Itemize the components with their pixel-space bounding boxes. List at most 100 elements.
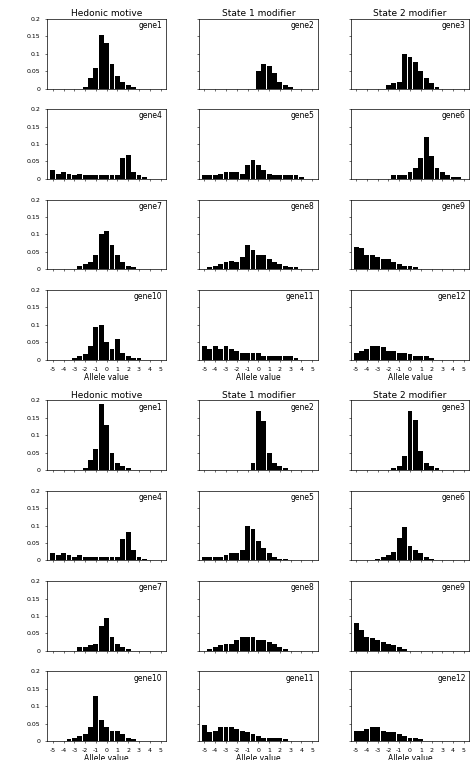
Bar <box>365 637 369 651</box>
Bar <box>283 356 288 359</box>
Bar <box>104 425 109 470</box>
Bar <box>261 64 266 88</box>
Bar <box>99 35 104 88</box>
Bar <box>77 173 82 179</box>
Bar <box>283 176 288 179</box>
Bar <box>93 557 98 560</box>
Bar <box>120 262 125 269</box>
Bar <box>109 730 114 741</box>
Bar <box>126 468 131 470</box>
Bar <box>429 467 434 470</box>
Bar <box>419 71 423 88</box>
Bar <box>99 720 104 741</box>
Bar <box>77 356 82 359</box>
Text: gene3: gene3 <box>442 21 465 30</box>
Bar <box>261 737 266 741</box>
Bar <box>456 177 461 179</box>
Bar <box>229 553 234 560</box>
Bar <box>261 356 266 359</box>
Bar <box>240 257 245 269</box>
Bar <box>224 727 228 741</box>
Bar <box>93 176 98 179</box>
Bar <box>392 262 396 269</box>
Bar <box>50 170 55 179</box>
Bar <box>354 247 358 269</box>
Bar <box>408 266 412 269</box>
Bar <box>397 81 401 88</box>
Bar <box>245 353 250 359</box>
Bar <box>408 57 412 88</box>
Bar <box>256 255 261 269</box>
Bar <box>234 729 239 741</box>
Bar <box>131 87 136 88</box>
Bar <box>256 541 261 560</box>
Bar <box>202 176 207 179</box>
Bar <box>392 176 396 179</box>
Bar <box>137 557 141 560</box>
Bar <box>82 557 88 560</box>
Bar <box>66 555 72 560</box>
Bar <box>429 84 434 88</box>
Text: gene5: gene5 <box>290 493 314 502</box>
Bar <box>277 264 283 269</box>
Bar <box>397 538 401 560</box>
Bar <box>240 353 245 359</box>
Bar <box>402 456 407 470</box>
Bar <box>88 460 93 470</box>
Text: gene1: gene1 <box>138 21 162 30</box>
Bar <box>267 553 272 560</box>
Bar <box>137 176 141 179</box>
Text: gene12: gene12 <box>437 673 465 682</box>
Bar <box>451 177 456 179</box>
Bar <box>120 158 125 179</box>
Bar <box>213 648 218 651</box>
Text: gene11: gene11 <box>285 673 314 682</box>
Bar <box>267 259 272 269</box>
Bar <box>256 353 261 359</box>
Bar <box>234 262 239 269</box>
Bar <box>413 737 418 741</box>
Bar <box>82 468 88 470</box>
Bar <box>109 64 114 88</box>
Bar <box>218 349 223 359</box>
Bar <box>213 346 218 359</box>
Bar <box>82 734 88 741</box>
Bar <box>408 546 412 560</box>
Bar <box>66 173 72 179</box>
Bar <box>82 176 88 179</box>
Bar <box>77 266 82 269</box>
Title: State 2 modifier: State 2 modifier <box>374 9 447 18</box>
Bar <box>386 644 391 651</box>
Bar <box>365 349 369 359</box>
Bar <box>272 73 277 88</box>
Bar <box>408 172 412 179</box>
Bar <box>218 173 223 179</box>
Bar <box>381 259 385 269</box>
Bar <box>392 468 396 470</box>
Bar <box>213 266 218 269</box>
Text: gene7: gene7 <box>138 202 162 211</box>
Bar <box>272 644 277 651</box>
Bar <box>402 736 407 741</box>
Bar <box>93 449 98 470</box>
Bar <box>419 553 423 560</box>
Bar <box>397 353 401 359</box>
Text: gene2: gene2 <box>290 21 314 30</box>
Bar <box>283 739 288 741</box>
Bar <box>88 645 93 651</box>
Bar <box>277 81 283 88</box>
Bar <box>88 557 93 560</box>
Bar <box>131 550 136 560</box>
Bar <box>56 173 61 179</box>
Bar <box>354 353 358 359</box>
Bar <box>375 727 380 741</box>
Bar <box>109 176 114 179</box>
Bar <box>381 557 385 560</box>
Bar <box>381 642 385 651</box>
Bar <box>283 649 288 651</box>
Bar <box>93 68 98 88</box>
Bar <box>126 356 131 359</box>
Bar <box>131 739 136 741</box>
Bar <box>261 548 266 560</box>
Text: gene9: gene9 <box>442 583 465 592</box>
